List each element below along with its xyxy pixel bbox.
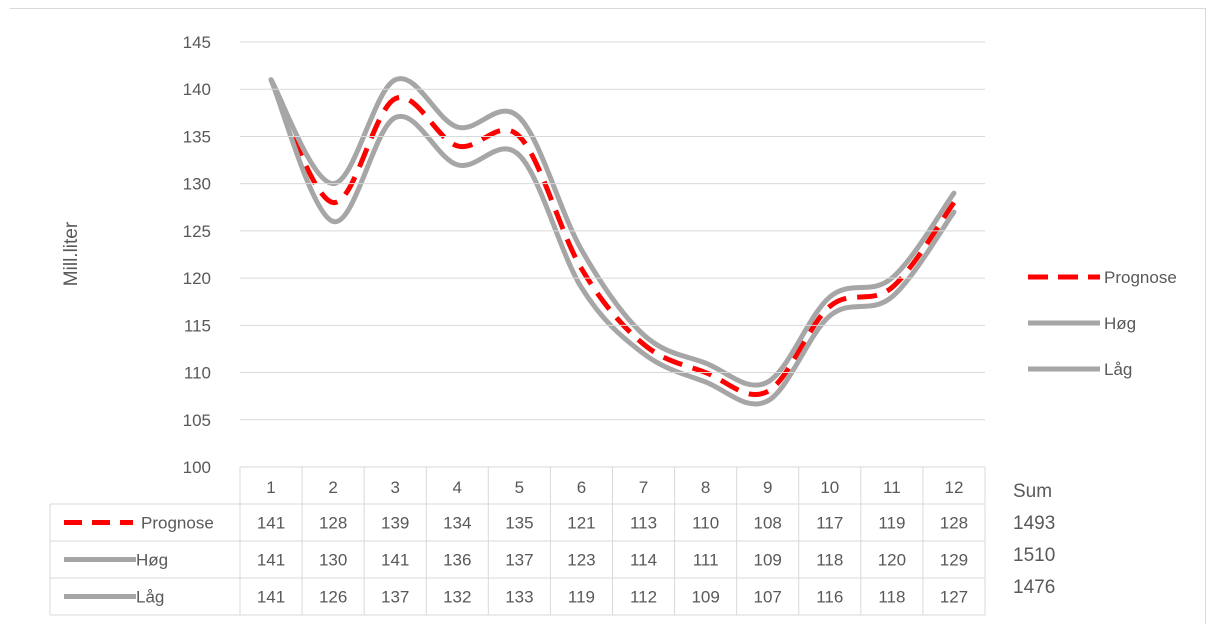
y-tick-label: 120 [183, 269, 211, 288]
sum-value: 1493 [1013, 513, 1055, 534]
table-cell-value: 139 [381, 514, 409, 533]
table-cell-value: 130 [319, 551, 347, 570]
table-cell-value: 113 [630, 514, 657, 533]
x-category-label: 2 [328, 478, 337, 497]
table-cell-value: 107 [754, 588, 782, 607]
y-tick-label: 105 [183, 411, 211, 430]
table-cell-value: 128 [940, 514, 968, 533]
table-row-label: Låg [136, 588, 164, 607]
table-cell-value: 117 [816, 514, 843, 533]
y-tick-label: 115 [184, 316, 211, 335]
table-cell-value: 127 [940, 588, 968, 607]
x-category-label: 6 [577, 478, 586, 497]
series-line-Låg [268, 77, 957, 407]
x-category-label: 8 [701, 478, 710, 497]
table-cell-value: 114 [630, 551, 657, 570]
legend-label: Låg [1104, 360, 1132, 379]
table-cell-value: 108 [754, 514, 782, 533]
table-cell-value: 141 [257, 588, 285, 607]
table-cell-value: 123 [567, 551, 595, 570]
table-cell-value: 133 [505, 588, 533, 607]
table-cell-value: 116 [816, 588, 843, 607]
table-cell-value: 120 [878, 551, 906, 570]
x-category-label: 1 [266, 478, 275, 497]
table-cell-value: 119 [568, 588, 595, 607]
series-line-Prognose [268, 78, 956, 398]
x-category-label: 5 [515, 478, 524, 497]
y-tick-label: 100 [183, 458, 211, 477]
table-cell-value: 112 [630, 588, 657, 607]
table-cell-value: 129 [940, 551, 968, 570]
y-tick-label: 130 [183, 175, 211, 194]
table-cell-value: 141 [381, 551, 409, 570]
y-axis-label: Mill.liter [61, 221, 82, 286]
x-category-label: 7 [639, 478, 648, 497]
table-cell-value: 132 [443, 588, 471, 607]
table-row-label: Høg [136, 551, 168, 570]
y-tick-label: 125 [183, 222, 211, 241]
y-tick-label: 135 [183, 127, 211, 146]
y-tick-label: 145 [183, 33, 211, 52]
table-cell-value: 134 [443, 514, 471, 533]
sum-value: 1476 [1013, 577, 1055, 598]
table-cell-value: 137 [505, 551, 533, 570]
table-cell-value: 128 [319, 514, 347, 533]
table-row-label: Prognose [141, 514, 214, 533]
table-cell-value: 111 [693, 551, 719, 570]
legend-label: Høg [1104, 314, 1136, 333]
table-cell-value: 141 [257, 551, 285, 570]
table-cell-value: 119 [878, 514, 905, 533]
x-category-label: 4 [453, 478, 462, 497]
sum-value: 1510 [1013, 545, 1055, 566]
x-category-label: 10 [820, 478, 839, 497]
table-cell-value: 121 [567, 514, 595, 533]
y-tick-label: 110 [184, 364, 211, 383]
x-category-label: 9 [763, 478, 772, 497]
x-category-label: 11 [883, 478, 901, 497]
table-cell-value: 109 [691, 588, 719, 607]
table-cell-value: 110 [692, 514, 719, 533]
table-cell-value: 118 [878, 588, 905, 607]
chart-frame [10, 8, 1206, 624]
series-line-Høg [268, 76, 957, 388]
table-cell-value: 137 [381, 588, 409, 607]
table-cell-value: 135 [505, 514, 533, 533]
sum-label: Sum [1013, 481, 1052, 502]
x-category-label: 3 [390, 478, 399, 497]
table-cell-value: 136 [443, 551, 471, 570]
legend-label: Prognose [1104, 268, 1177, 287]
table-cell-value: 126 [319, 588, 347, 607]
table-cell-value: 118 [816, 551, 843, 570]
x-category-label: 12 [944, 478, 963, 497]
y-tick-label: 140 [183, 80, 211, 99]
table-cell-value: 141 [257, 514, 285, 533]
table-cell-value: 109 [754, 551, 782, 570]
